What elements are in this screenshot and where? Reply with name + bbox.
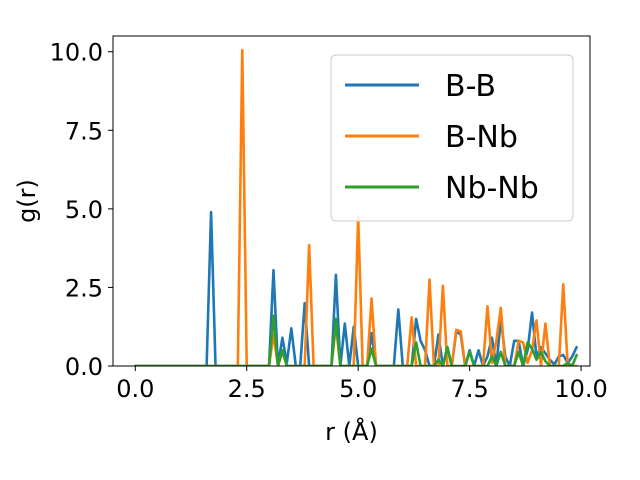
- y-tick-label: 7.5: [65, 117, 103, 145]
- x-tick-label: 2.5: [228, 375, 266, 403]
- series-line-nb-nb: [133, 314, 578, 366]
- legend-label-b-nb: B-Nb: [445, 120, 518, 155]
- x-tick-label: 7.5: [451, 375, 489, 403]
- y-tick-label: 10.0: [50, 39, 103, 67]
- legend-box: [330, 54, 574, 222]
- plot-area: [133, 48, 578, 366]
- y-tick-label: 0.0: [65, 353, 103, 381]
- axes-frame: [112, 35, 591, 367]
- series-line-b-b: [133, 210, 578, 366]
- x-tick-label: 0.0: [116, 375, 154, 403]
- y-tick-label: 5.0: [65, 196, 103, 224]
- legend-label-nb-nb: Nb-Nb: [445, 171, 539, 206]
- series-line-b-nb: [133, 48, 578, 366]
- legend: B-B B-Nb Nb-Nb: [330, 54, 574, 222]
- y-tick-label: 2.5: [65, 274, 103, 302]
- x-axis: 0.0 2.5 5.0 7.5 10.0: [116, 366, 608, 403]
- x-tick-label: 10.0: [554, 375, 607, 403]
- y-axis: 0.0 2.5 5.0 7.5 10.0: [50, 39, 113, 381]
- legend-label-b-b: B-B: [445, 69, 496, 104]
- x-axis-title: r (Å): [325, 417, 378, 446]
- y-axis-title: g(r): [13, 179, 41, 223]
- x-tick-label: 5.0: [339, 375, 377, 403]
